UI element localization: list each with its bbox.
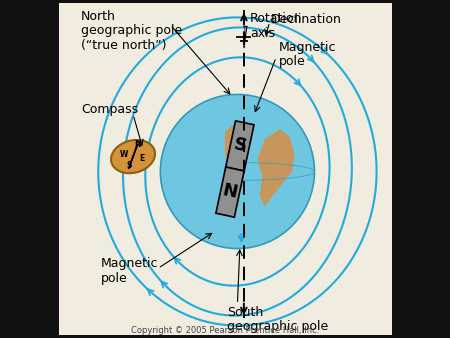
Text: S: S (127, 162, 132, 170)
Text: W: W (120, 150, 129, 159)
Text: Compass: Compass (81, 103, 138, 116)
Polygon shape (257, 129, 295, 206)
Text: S: S (232, 136, 248, 156)
Text: Magnetic
pole: Magnetic pole (101, 257, 158, 285)
Text: Rotation
axis: Rotation axis (250, 13, 302, 40)
Text: Declination: Declination (271, 14, 342, 26)
Text: North
geographic pole
(“true north”): North geographic pole (“true north”) (81, 10, 182, 52)
Text: N: N (221, 182, 239, 202)
Text: Magnetic
pole: Magnetic pole (279, 41, 336, 68)
FancyBboxPatch shape (216, 167, 244, 217)
FancyBboxPatch shape (226, 121, 254, 171)
Text: South
geographic pole: South geographic pole (228, 306, 329, 333)
Ellipse shape (160, 94, 315, 248)
Text: Copyright © 2005 Pearson Prentice Hall, Inc.: Copyright © 2005 Pearson Prentice Hall, … (131, 326, 319, 335)
Ellipse shape (111, 140, 155, 173)
Polygon shape (225, 122, 245, 167)
Text: N: N (134, 140, 140, 149)
Text: E: E (139, 154, 144, 163)
